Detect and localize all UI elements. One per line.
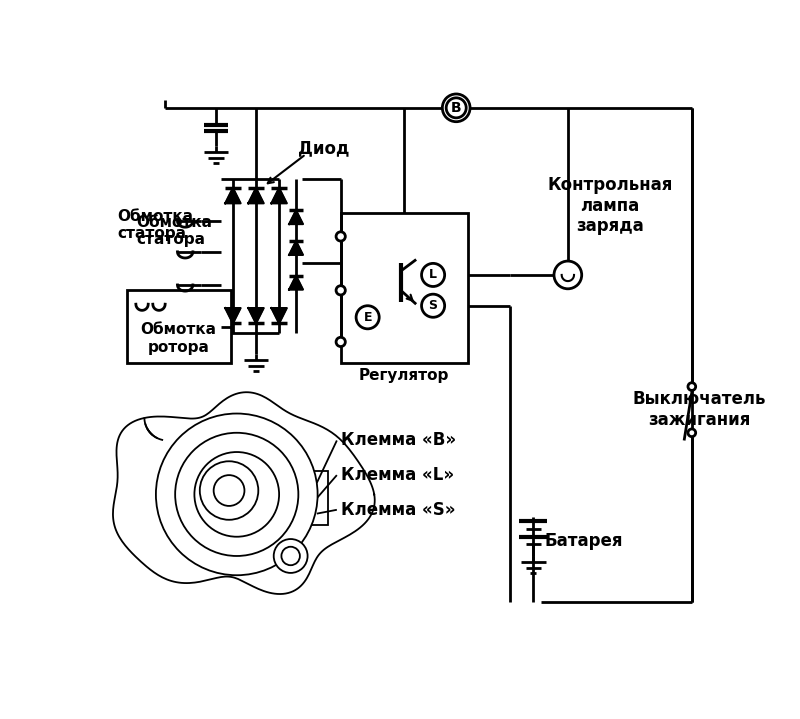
Circle shape	[274, 539, 307, 573]
Text: S: S	[429, 299, 438, 312]
Circle shape	[156, 413, 318, 575]
Text: Выключатель
зажигания: Выключатель зажигания	[633, 390, 766, 429]
Circle shape	[442, 94, 470, 122]
Circle shape	[194, 452, 279, 536]
Bar	[306, 471, 328, 525]
Text: E: E	[363, 311, 372, 324]
Circle shape	[446, 98, 466, 118]
Text: B: B	[451, 101, 462, 115]
Polygon shape	[248, 308, 264, 324]
Text: Регулятор: Регулятор	[359, 367, 450, 383]
Polygon shape	[248, 188, 264, 203]
Text: Клемма «L»: Клемма «L»	[341, 466, 454, 484]
Text: Обмотка
статора: Обмотка статора	[118, 209, 194, 241]
Circle shape	[175, 433, 298, 556]
Circle shape	[688, 383, 696, 390]
Circle shape	[422, 263, 445, 286]
Circle shape	[688, 429, 696, 436]
Text: Клемма «S»: Клемма «S»	[341, 500, 455, 519]
Circle shape	[422, 294, 445, 317]
Polygon shape	[289, 275, 303, 290]
Circle shape	[282, 546, 300, 565]
Polygon shape	[271, 308, 287, 324]
Bar	[341, 214, 468, 364]
Circle shape	[554, 261, 582, 289]
Text: L: L	[429, 268, 437, 281]
Text: Контрольная
лампа
заряда: Контрольная лампа заряда	[547, 176, 673, 235]
Circle shape	[336, 337, 346, 347]
Circle shape	[336, 232, 346, 241]
Text: Клемма «B»: Клемма «B»	[341, 431, 456, 449]
Text: Диод: Диод	[298, 139, 350, 157]
Polygon shape	[289, 241, 303, 255]
Bar	[126, 290, 230, 364]
Polygon shape	[226, 188, 241, 203]
Polygon shape	[226, 308, 241, 324]
Polygon shape	[271, 188, 287, 203]
Polygon shape	[289, 210, 303, 224]
Circle shape	[336, 285, 346, 295]
Text: Обмотка
ротора: Обмотка ротора	[141, 322, 217, 354]
Circle shape	[214, 475, 245, 506]
Text: Обмотка
статора: Обмотка статора	[137, 215, 213, 247]
Text: Батарея: Батарея	[544, 531, 622, 549]
Circle shape	[200, 462, 258, 520]
Circle shape	[356, 306, 379, 329]
